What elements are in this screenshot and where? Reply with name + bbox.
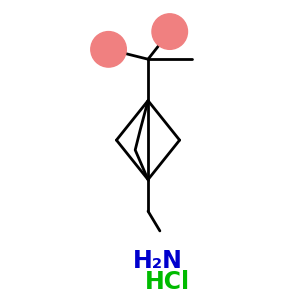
Circle shape xyxy=(91,32,126,67)
Text: HCl: HCl xyxy=(145,270,190,294)
Circle shape xyxy=(152,14,188,49)
Text: H₂N: H₂N xyxy=(133,249,183,273)
